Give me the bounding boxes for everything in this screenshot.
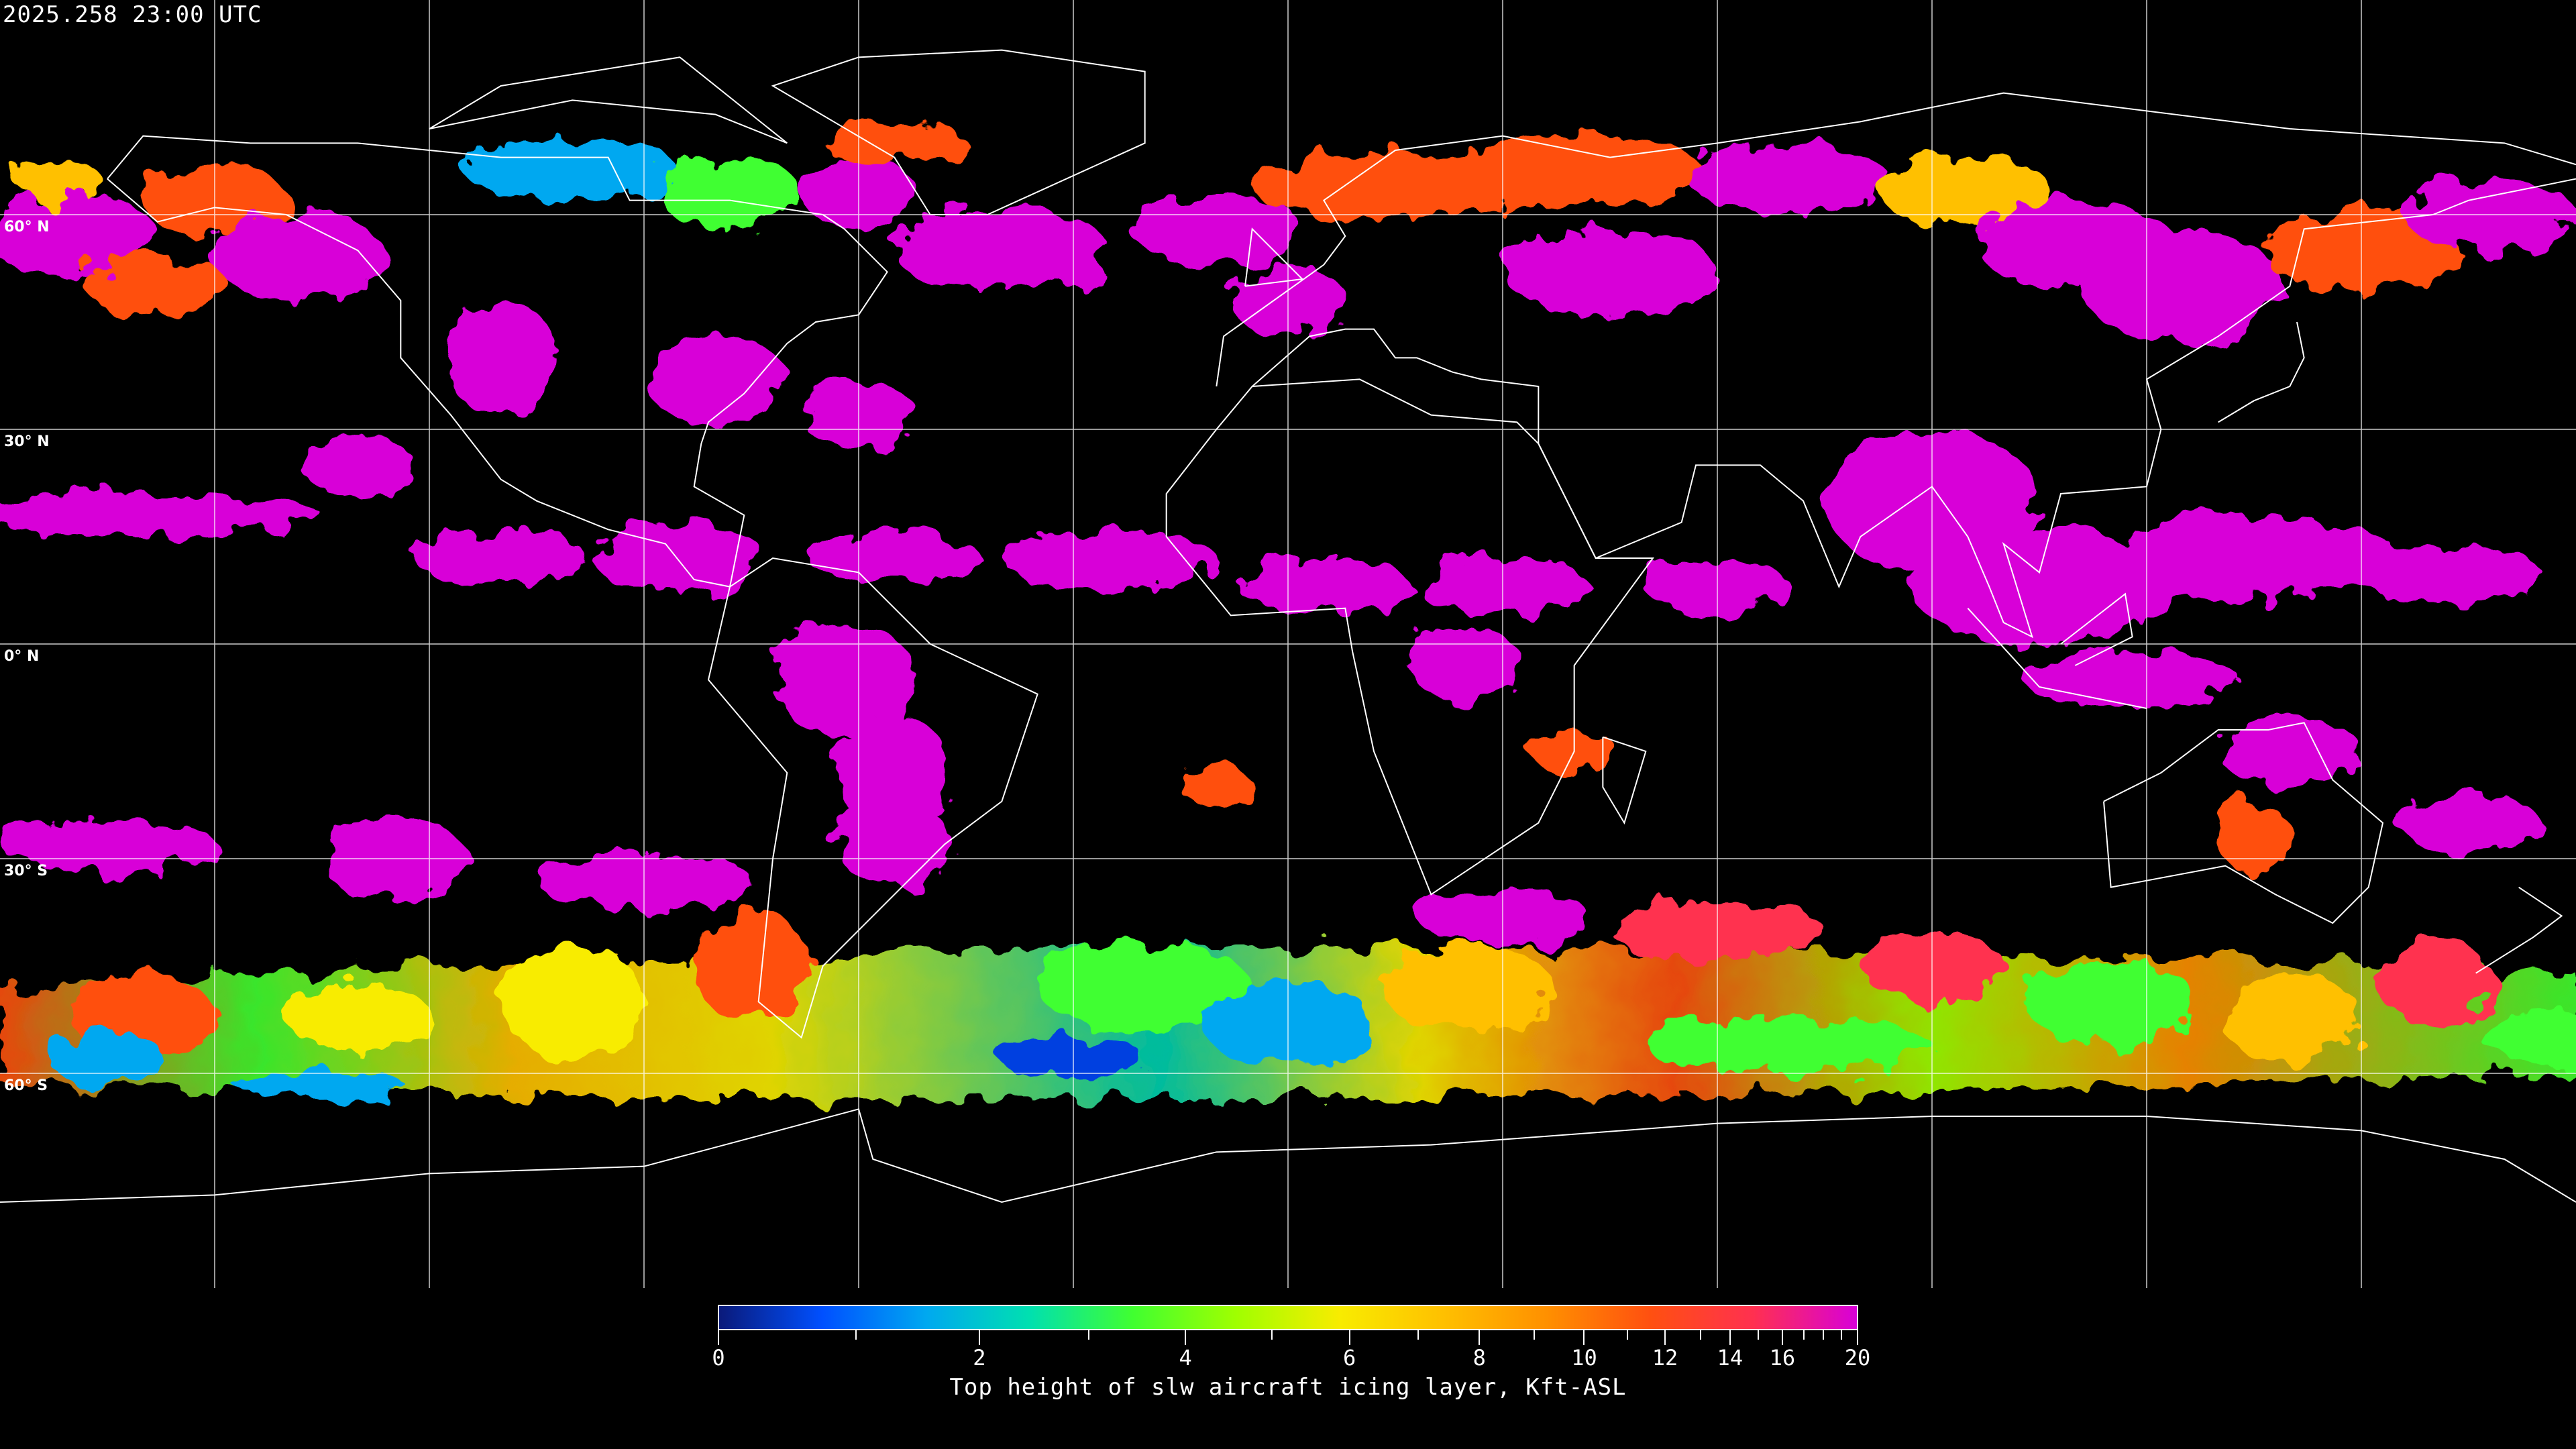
colorbar-tick xyxy=(1699,1330,1701,1340)
cloud-region xyxy=(594,522,766,594)
cloud-region xyxy=(1688,143,1890,215)
cloud-region xyxy=(1238,558,1410,616)
cloud-region xyxy=(14,157,101,201)
colorbar-tick xyxy=(1857,1330,1858,1345)
cloud-region xyxy=(50,1030,165,1088)
cloud-region xyxy=(1181,765,1252,809)
cloud-region xyxy=(2483,1009,2576,1067)
cloud-region xyxy=(236,1073,408,1102)
colorbar-tick xyxy=(1348,1330,1350,1345)
colorbar-tick xyxy=(1664,1330,1666,1345)
colorbar-tick xyxy=(1533,1330,1535,1340)
colorbar-tick xyxy=(1627,1330,1628,1340)
colorbar-tick xyxy=(1803,1330,1805,1340)
colorbar-tick xyxy=(1185,1330,1187,1345)
cloud-region xyxy=(215,215,386,301)
cloud-region xyxy=(1409,629,1525,702)
cloud-region xyxy=(1646,1016,1933,1074)
colorbar-tick xyxy=(978,1330,980,1345)
cloud-region xyxy=(2218,973,2361,1059)
coastline xyxy=(107,135,888,588)
cloud-region xyxy=(1130,193,1303,265)
cloud-region xyxy=(2110,515,2398,601)
coastline xyxy=(2218,321,2305,423)
cloud-region xyxy=(2397,794,2540,852)
cloud-region xyxy=(1381,945,1553,1030)
colorbar-tick xyxy=(1271,1330,1273,1340)
colorbar-tick xyxy=(855,1330,857,1340)
coastline xyxy=(0,1108,2576,1203)
cloud-region xyxy=(500,945,644,1059)
colorbar-tick-label: 8 xyxy=(1472,1345,1486,1371)
cloud-region xyxy=(2325,543,2540,601)
cloud-region xyxy=(2025,651,2240,708)
colorbar-tick-label: 14 xyxy=(1717,1345,1743,1371)
colorbar-tick-label: 12 xyxy=(1652,1345,1678,1371)
coastline xyxy=(771,49,1146,215)
coastline xyxy=(2060,592,2133,666)
cloud-region xyxy=(2218,715,2361,788)
cloud-region xyxy=(1503,229,1717,315)
graticule xyxy=(0,0,2576,1288)
cloud-region xyxy=(2025,959,2197,1045)
colorbar-tick xyxy=(1583,1330,1585,1345)
cloud-region xyxy=(837,715,952,830)
colorbar-title: Top height of slw aircraft icing layer, … xyxy=(949,1374,1627,1401)
cloud-region xyxy=(2375,937,2491,1024)
cloud-region xyxy=(1037,945,1252,1030)
colorbar-tick xyxy=(718,1330,719,1345)
colorbar-tick xyxy=(1417,1330,1419,1340)
colorbar-tick xyxy=(1823,1330,1825,1340)
colorbar-tick-label: 4 xyxy=(1179,1345,1192,1371)
colorbar-tick xyxy=(1729,1330,1731,1345)
cloud-region xyxy=(894,207,1110,294)
colorbar-tick-label: 10 xyxy=(1571,1345,1597,1371)
coastline xyxy=(1165,378,1654,896)
cloud-region xyxy=(0,494,322,537)
cloud-region xyxy=(86,258,229,315)
coastline xyxy=(429,56,788,144)
lat-label: 60° N xyxy=(4,219,50,235)
cloud-region xyxy=(415,529,587,587)
cloud-region xyxy=(643,336,788,423)
lat-label: 30° N xyxy=(4,433,50,450)
coastline xyxy=(2475,886,2563,974)
icing-map xyxy=(0,0,2576,1288)
cloud-region xyxy=(465,143,680,201)
lat-label: 0° N xyxy=(4,648,40,665)
cloud-region xyxy=(1002,529,1217,587)
cloud-region xyxy=(837,801,952,888)
colorbar-tick-label: 20 xyxy=(1844,1345,1871,1371)
cloud-region xyxy=(286,980,429,1052)
coastline xyxy=(707,557,1038,1039)
colorbar-tick xyxy=(1841,1330,1843,1340)
lat-label: 30° S xyxy=(4,863,48,879)
coastline xyxy=(1244,227,1304,287)
coastline xyxy=(2103,722,2384,924)
colorbar-tick xyxy=(1781,1330,1783,1345)
cloud-region xyxy=(300,436,415,494)
cloud-region xyxy=(1445,136,1703,208)
colorbar-tick xyxy=(1479,1330,1481,1345)
cloud-region xyxy=(2218,801,2290,873)
cloud-region xyxy=(773,623,916,737)
cloud-region xyxy=(658,157,802,229)
coastline xyxy=(1967,607,2147,709)
colorbar-tick-label: 0 xyxy=(712,1345,725,1371)
cloud-region xyxy=(694,908,809,1024)
colorbar-tick xyxy=(1087,1330,1089,1340)
cloud-region xyxy=(443,300,559,415)
coastline xyxy=(1602,736,1647,825)
cloud-region xyxy=(808,529,981,587)
lat-label: 60° S xyxy=(4,1077,48,1094)
colorbar-ticks: 0 2 4 6 8 10 12 14 16 20 xyxy=(712,1330,1870,1371)
cloud-region xyxy=(2082,229,2283,343)
colorbar-tick-label: 2 xyxy=(973,1345,986,1371)
colorbar xyxy=(718,1305,1858,1330)
colorbar-tick-label: 6 xyxy=(1343,1345,1356,1371)
colorbar-tick-label: 16 xyxy=(1769,1345,1796,1371)
colorbar-tick xyxy=(1758,1330,1760,1340)
timestamp-label: 2025.258 23:00 UTC xyxy=(3,1,262,28)
